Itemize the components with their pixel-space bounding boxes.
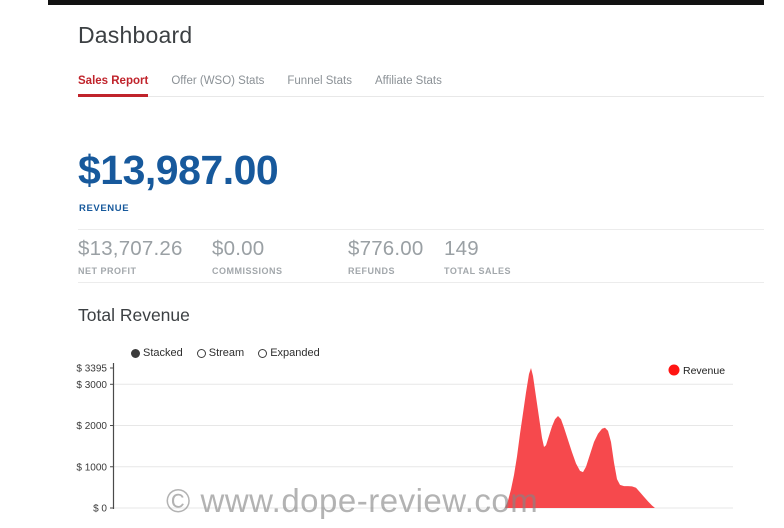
revenue-total-label: REVENUE bbox=[79, 203, 130, 214]
y-axis-label: $ 0 bbox=[93, 504, 107, 515]
tab-offer-wso-stats[interactable]: Offer (WSO) Stats bbox=[171, 75, 265, 87]
stat-refunds: $776.00 REFUNDS bbox=[348, 237, 444, 276]
tab-sales-report[interactable]: Sales Report bbox=[78, 72, 149, 97]
stat-value: $13,707.26 bbox=[78, 237, 183, 260]
stat-net-profit: $13,707.26 NET PROFIT bbox=[78, 237, 212, 276]
radio-unselected-icon bbox=[258, 348, 268, 358]
chart-section-title: Total Revenue bbox=[78, 305, 190, 325]
stat-label: TOTAL SALES bbox=[444, 266, 512, 276]
stat-commissions: $0.00 COMMISSIONS bbox=[212, 237, 348, 276]
page-title: Dashboard bbox=[78, 22, 193, 48]
legend-item-revenue[interactable]: Revenue bbox=[668, 364, 726, 378]
tab-affiliate-stats[interactable]: Affiliate Stats bbox=[374, 75, 442, 87]
divider-top bbox=[78, 229, 764, 230]
chart-mode-radios: Stacked Stream Expanded bbox=[131, 347, 320, 359]
stats-row: $13,707.26 NET PROFIT $0.00 COMMISSIONS $776… bbox=[78, 237, 564, 276]
y-axis-label: $ 3395 bbox=[76, 364, 107, 375]
stat-value: 149 bbox=[444, 237, 479, 260]
mode-stacked-radio[interactable]: Stacked bbox=[131, 347, 183, 359]
stat-label: REFUNDS bbox=[348, 266, 396, 276]
tab-funnel-stats[interactable]: Funnel Stats bbox=[287, 75, 352, 87]
mode-label: Expanded bbox=[270, 347, 320, 359]
stat-total-sales: 149 TOTAL SALES bbox=[444, 237, 564, 276]
y-axis-label: $ 2000 bbox=[76, 421, 107, 432]
mode-label: Stacked bbox=[143, 347, 183, 359]
mode-label: Stream bbox=[208, 347, 245, 359]
revenue-total-value: $13,987.00 bbox=[78, 147, 279, 193]
watermark-text: © www.dope-review.com bbox=[166, 482, 539, 519]
stat-label: COMMISSIONS bbox=[212, 266, 283, 276]
legend-dot-icon bbox=[668, 364, 680, 376]
top-border-bar bbox=[48, 0, 764, 5]
revenue-area bbox=[505, 368, 655, 508]
stat-value: $776.00 bbox=[348, 237, 424, 260]
revenue-area-chart: $ 3395 $ 3000 $ 2000 $ 1000 $ 0 Revenue bbox=[76, 363, 733, 515]
y-axis-label: $ 1000 bbox=[76, 462, 107, 473]
stat-label: NET PROFIT bbox=[78, 266, 137, 276]
mode-stream-radio[interactable]: Stream bbox=[196, 347, 245, 359]
radio-selected-icon bbox=[131, 348, 140, 358]
radio-unselected-icon bbox=[196, 348, 206, 358]
legend-label: Revenue bbox=[683, 365, 725, 377]
tab-bar: Sales Report Offer (WSO) Stats Funnel Stat… bbox=[78, 72, 764, 97]
stat-value: $0.00 bbox=[212, 237, 265, 260]
mode-expanded-radio[interactable]: Expanded bbox=[258, 347, 320, 359]
divider-bottom bbox=[78, 282, 764, 283]
y-axis-label: $ 3000 bbox=[76, 380, 107, 391]
